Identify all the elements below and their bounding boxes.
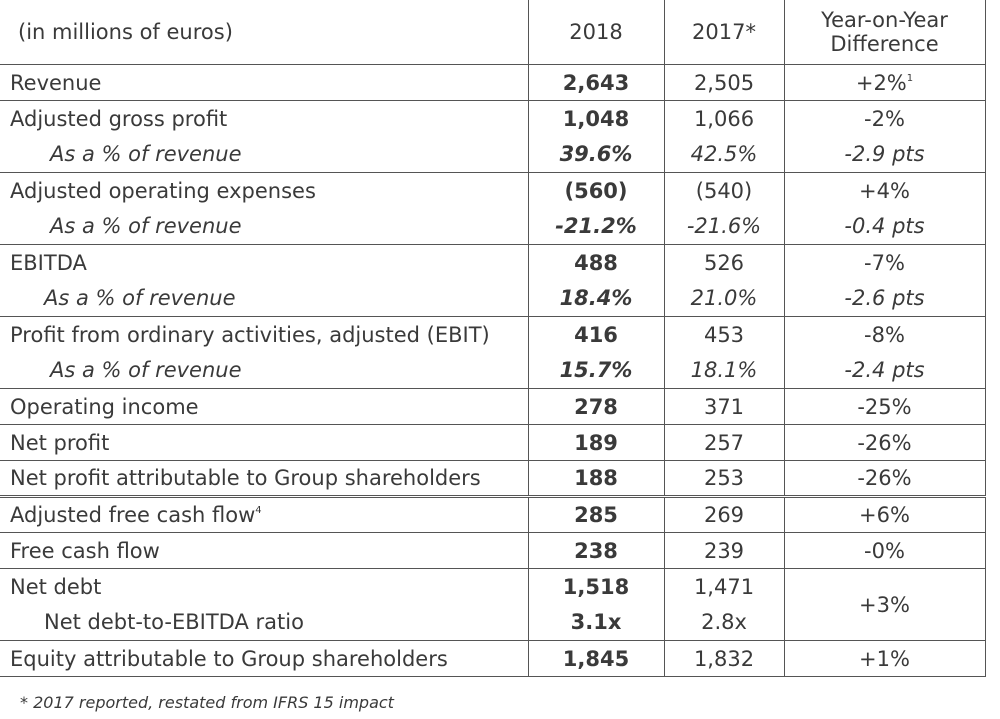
table-row-gross-margin-pct: As a % of revenue 39.6% 42.5% -2.9 pts — [0, 136, 986, 173]
value-difference: +2%1 — [783, 64, 986, 101]
row-label: EBITDA — [0, 244, 528, 281]
value-difference: +1% — [783, 640, 986, 677]
value-2018: 18.4% — [527, 280, 664, 317]
row-label: Net profit attributable to Group shareho… — [0, 460, 528, 497]
table-row-ebit-pct: As a % of revenue 15.7% 18.1% -2.4 pts — [0, 352, 986, 389]
table-row-revenue: Revenue 2,643 2,505 +2%1 — [0, 64, 986, 101]
value-2018: (560) — [527, 172, 664, 209]
table-row-opex-pct: As a % of revenue -21.2% -21.6% -0.4 pts — [0, 208, 986, 245]
footnote-marker: 1 — [906, 72, 914, 84]
header-row: (in millions of euros) 2018 2017* Year-o… — [0, 0, 986, 65]
value-2017: 371 — [663, 388, 784, 425]
value-2018: 188 — [527, 460, 664, 497]
row-label: As a % of revenue — [50, 142, 242, 167]
value-2017: 257 — [663, 424, 784, 461]
value-difference: -8% — [783, 316, 986, 353]
value-2018: 1,518 — [527, 568, 664, 605]
row-label: As a % of revenue — [50, 358, 242, 383]
value-2018: 15.7% — [527, 352, 664, 389]
row-label: Equity attributable to Group shareholder… — [0, 640, 528, 677]
table-row-adjusted-operating-expenses: Adjusted operating expenses (560) (540) … — [0, 172, 986, 209]
value-difference: -2% — [783, 100, 986, 137]
header-yoy-line1: Year-on-Year — [821, 8, 948, 32]
table-row-ebit: Profit from ordinary activities, adjuste… — [0, 316, 986, 353]
value-2017: 253 — [663, 460, 784, 497]
value-2018: 1,048 — [527, 100, 664, 137]
value-2017: 42.5% — [663, 136, 784, 173]
value-2017: -21.6% — [663, 208, 784, 245]
row-label: As a % of revenue — [44, 286, 236, 311]
value-2017: 269 — [663, 495, 784, 533]
header-2017: 2017* — [663, 0, 784, 65]
value-2018: 2,643 — [527, 64, 664, 101]
row-label: Net profit — [0, 424, 528, 461]
value-2018: -21.2% — [527, 208, 664, 245]
row-label: Free cash flow — [0, 532, 528, 569]
value-difference: +3% — [783, 568, 986, 641]
row-label: As a % of revenue — [50, 214, 242, 239]
table-row-operating-income: Operating income 278 371 -25% — [0, 388, 986, 425]
value-2017: 526 — [663, 244, 784, 281]
value-difference: -25% — [783, 388, 986, 425]
value-2017: 18.1% — [663, 352, 784, 389]
table-row-ebitda-pct: As a % of revenue 18.4% 21.0% -2.6 pts — [0, 280, 986, 317]
header-yoy-difference: Year-on-Year Difference — [783, 0, 986, 65]
table-row-net-debt-ebitda-ratio: Net debt-to-EBITDA ratio 3.1x 2.8x — [0, 604, 985, 641]
value-2018: 3.1x — [527, 604, 664, 641]
value-difference: +6% — [783, 495, 986, 533]
row-label: Profit from ordinary activities, adjuste… — [0, 316, 528, 353]
table-row-adjusted-free-cash-flow: Adjusted free cash flow4 285 269 +6% — [0, 495, 986, 533]
value-2017: 1,471 — [663, 568, 784, 605]
value-2017: 2.8x — [663, 604, 784, 641]
value-2018: 39.6% — [527, 136, 664, 173]
table-row-net-profit-group: Net profit attributable to Group shareho… — [0, 460, 986, 497]
row-label: Adjusted gross profit — [0, 100, 528, 137]
value-2018: 238 — [527, 532, 664, 569]
table-row-equity-group: Equity attributable to Group shareholder… — [0, 640, 986, 677]
value-difference: -7% — [783, 244, 986, 281]
table-row-net-profit: Net profit 189 257 -26% — [0, 424, 986, 461]
row-label: Adjusted operating expenses — [0, 172, 528, 209]
footnote-marker: 4 — [255, 505, 262, 516]
row-label: Net debt — [0, 568, 528, 605]
header-yoy-line2: Difference — [830, 32, 939, 56]
row-label: Revenue — [0, 64, 528, 101]
value-2017: (540) — [663, 172, 784, 209]
value-2018: 189 — [527, 424, 664, 461]
value-difference: -2.9 pts — [783, 136, 986, 173]
row-label-text: Adjusted free cash flow — [10, 503, 256, 527]
value-difference: +4% — [783, 172, 986, 209]
value-2017: 1,066 — [663, 100, 784, 137]
table-row-ebitda: EBITDA 488 526 -7% — [0, 244, 986, 281]
value-2018: 285 — [527, 495, 664, 533]
table-row-net-debt: Net debt 1,518 1,471 +3% — [0, 568, 986, 641]
value-2018: 416 — [527, 316, 664, 353]
table-row-adjusted-gross-profit: Adjusted gross profit 1,048 1,066 -2% — [0, 100, 986, 137]
value-2018: 278 — [527, 388, 664, 425]
value-2017: 1,832 — [663, 640, 784, 677]
value-difference: -2.4 pts — [783, 352, 986, 389]
value-2017: 239 — [663, 532, 784, 569]
value-2017: 21.0% — [663, 280, 784, 317]
header-2018: 2018 — [527, 0, 664, 65]
value-2017: 453 — [663, 316, 784, 353]
value-2018: 488 — [527, 244, 664, 281]
value-difference: -0.4 pts — [783, 208, 986, 245]
footnote: * 2017 reported, restated from IFRS 15 i… — [20, 693, 394, 712]
value-difference: -2.6 pts — [783, 280, 986, 317]
header-units-label: (in millions of euros) — [18, 20, 233, 44]
value-2018: 1,845 — [527, 640, 664, 677]
value-difference: -0% — [783, 532, 986, 569]
value-2017: 2,505 — [663, 64, 784, 101]
row-label: Adjusted free cash flow4 — [0, 495, 528, 533]
value-difference: -26% — [783, 424, 986, 461]
table-row-free-cash-flow: Free cash flow 238 239 -0% — [0, 532, 986, 569]
difference-text: +2% — [855, 70, 907, 95]
financial-summary-table: (in millions of euros) 2018 2017* Year-o… — [0, 0, 986, 677]
row-label: Operating income — [0, 388, 528, 425]
row-label: Net debt-to-EBITDA ratio — [44, 610, 304, 635]
value-difference: -26% — [783, 460, 986, 497]
